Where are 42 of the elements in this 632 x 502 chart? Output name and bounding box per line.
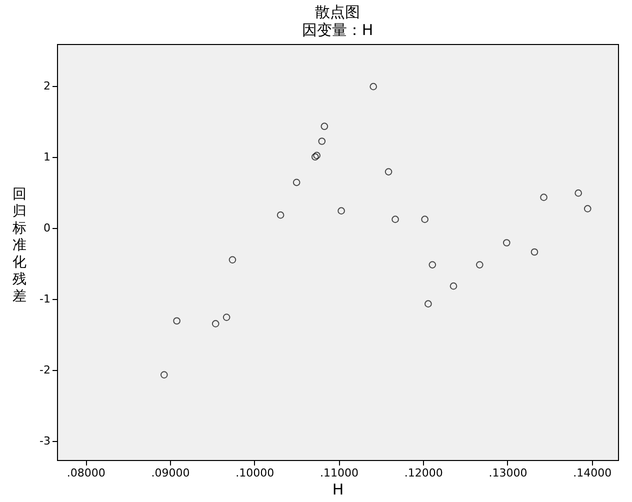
point (212, 320, 220, 328)
y-tick-label: -2 (40, 363, 50, 376)
x-tick-label: .13000 (488, 466, 528, 480)
point (276, 211, 284, 219)
point (338, 207, 345, 214)
point (540, 194, 548, 201)
x-tick-label: .14000 (573, 466, 612, 480)
point (173, 317, 180, 325)
point (370, 82, 378, 90)
point (160, 371, 168, 378)
y-tick-label: 0 (44, 221, 50, 234)
point (530, 248, 538, 256)
x-tick-label: .08000 (66, 466, 106, 480)
point (502, 239, 510, 246)
chart-subtitle: 因变量：H (302, 21, 374, 39)
y-tick-label: 2 (44, 79, 50, 92)
point (384, 168, 392, 176)
point (584, 205, 592, 212)
point (320, 122, 328, 130)
x-axis-title: H (332, 480, 344, 498)
y-tick-label: 1 (44, 150, 50, 164)
y-axis-title: 回归标准化残差 (12, 186, 26, 304)
point (392, 216, 399, 223)
x-tick-label: .09000 (151, 466, 190, 480)
point (476, 261, 484, 268)
point (424, 300, 432, 308)
x-tick-label: .12000 (404, 466, 443, 480)
x-tick-label: .11000 (320, 466, 359, 480)
point (421, 216, 428, 223)
point (222, 314, 230, 321)
point (313, 152, 320, 160)
point (228, 256, 236, 264)
point (574, 189, 582, 197)
point (450, 282, 458, 290)
point (311, 153, 319, 161)
chart-title: 散点图 (315, 3, 360, 21)
point (428, 261, 436, 268)
point (292, 178, 300, 186)
x-tick-label: .10000 (236, 466, 274, 480)
y-tick-label: -3 (40, 434, 50, 448)
y-tick-label: -1 (40, 292, 50, 306)
point (318, 138, 326, 145)
